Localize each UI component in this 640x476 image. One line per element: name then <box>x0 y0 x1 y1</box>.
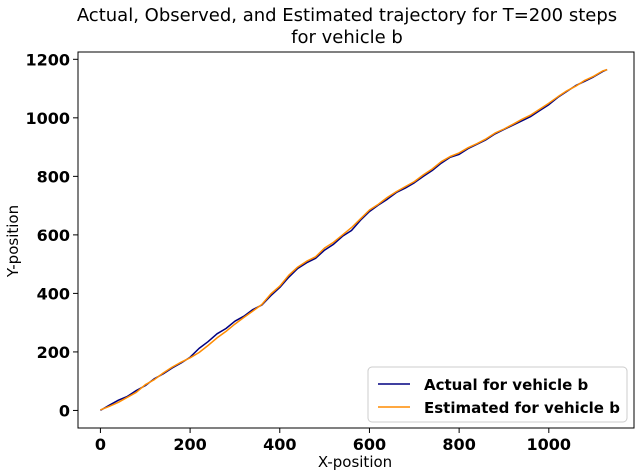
y-axis-ticks: 0 200 400 600 800 1000 1200 <box>25 50 78 420</box>
series-layer <box>100 68 608 412</box>
x-axis-ticks: 0 200 400 600 800 1000 <box>95 428 571 454</box>
y-tick-label: 1200 <box>25 50 70 69</box>
x-tick-label: 800 <box>442 435 475 454</box>
x-tick-label: 600 <box>353 435 386 454</box>
y-tick-label: 400 <box>37 284 70 303</box>
legend-box <box>367 366 628 423</box>
x-tick-label: 1000 <box>527 435 572 454</box>
y-tick-label: 800 <box>37 167 70 186</box>
chart-title-line-1: Actual, Observed, and Estimated trajecto… <box>77 5 617 26</box>
x-tick-label: 400 <box>263 435 296 454</box>
y-tick-label: 1000 <box>25 109 70 128</box>
x-tick-label: 0 <box>95 435 106 454</box>
legend-label-estimated: Estimated for vehicle b <box>424 399 620 417</box>
x-axis-label: X-position <box>318 453 392 471</box>
y-tick-label: 0 <box>59 401 70 420</box>
series-line-estimated <box>100 68 608 411</box>
y-tick-label: 600 <box>37 226 70 245</box>
chart-title-line-2: for vehicle b <box>291 27 403 48</box>
x-tick-label: 200 <box>173 435 206 454</box>
plot-area <box>77 51 635 429</box>
legend: Actual for vehicle b Estimated for vehic… <box>367 366 628 423</box>
y-tick-label: 200 <box>37 343 70 362</box>
legend-label-actual: Actual for vehicle b <box>424 376 588 394</box>
y-axis-label: Y-position <box>4 205 22 278</box>
